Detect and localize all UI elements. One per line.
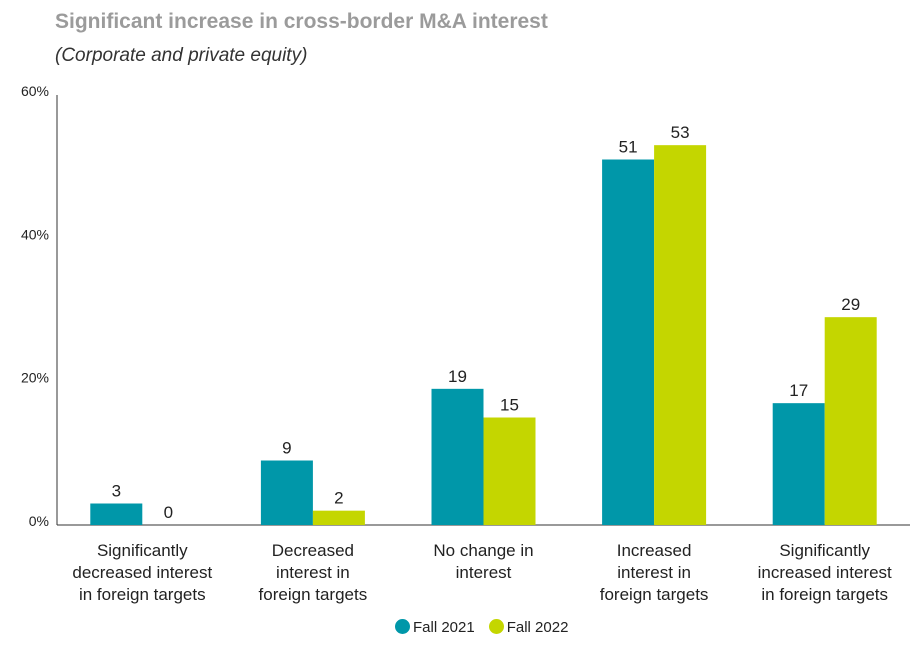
x-tick-label: interest in [276,563,350,582]
bar [483,417,536,525]
bar [824,317,877,525]
data-label: 53 [671,123,690,142]
legend-item-fall-2022: Fall 2022 [488,619,569,636]
bar [90,503,143,525]
x-tick-label: Significantly [779,541,870,560]
legend: Fall 2021 Fall 2022 [395,619,568,636]
data-label: 9 [282,439,291,458]
data-label: 17 [789,381,808,400]
bar [312,510,365,525]
legend-label: Fall 2022 [506,619,569,636]
x-tick-label: foreign targets [600,585,709,604]
data-label: 19 [448,367,467,386]
bar [654,145,707,525]
chart-subtitle: (Corporate and private equity) [55,45,308,66]
x-tick-label: interest in [617,563,691,582]
x-tick-label: Significantly [97,541,188,560]
y-tick-label: 20% [21,370,49,386]
chart-title: Significant increase in cross-border M&A… [55,10,548,33]
x-tick-label: decreased interest [72,563,212,582]
data-label: 29 [841,295,860,314]
x-tick-label: increased interest [758,563,892,582]
x-tick-label: in foreign targets [79,585,206,604]
data-label: 2 [334,489,343,508]
bar [260,460,313,525]
x-tick-label: No change in [433,541,533,560]
data-label: 3 [112,482,121,501]
x-tick-label: Decreased [272,541,354,560]
bar [602,159,655,525]
y-tick-label: 0% [29,513,49,529]
x-tick-label: foreign targets [259,585,368,604]
data-label: 0 [164,503,173,522]
legend-swatch [488,619,504,634]
bar [431,388,484,525]
data-label: 15 [500,396,519,415]
x-tick-label: in foreign targets [761,585,888,604]
legend-swatch [395,619,410,634]
x-tick-label: Increased [617,541,692,560]
x-tick-label: interest [456,563,512,582]
y-tick-label: 60% [21,83,49,99]
data-label: 51 [619,138,638,157]
legend-label: Fall 2021 [413,619,475,636]
y-tick-label: 40% [21,226,49,242]
bar [772,403,825,525]
legend-item-fall-2021: Fall 2021 [395,619,475,636]
